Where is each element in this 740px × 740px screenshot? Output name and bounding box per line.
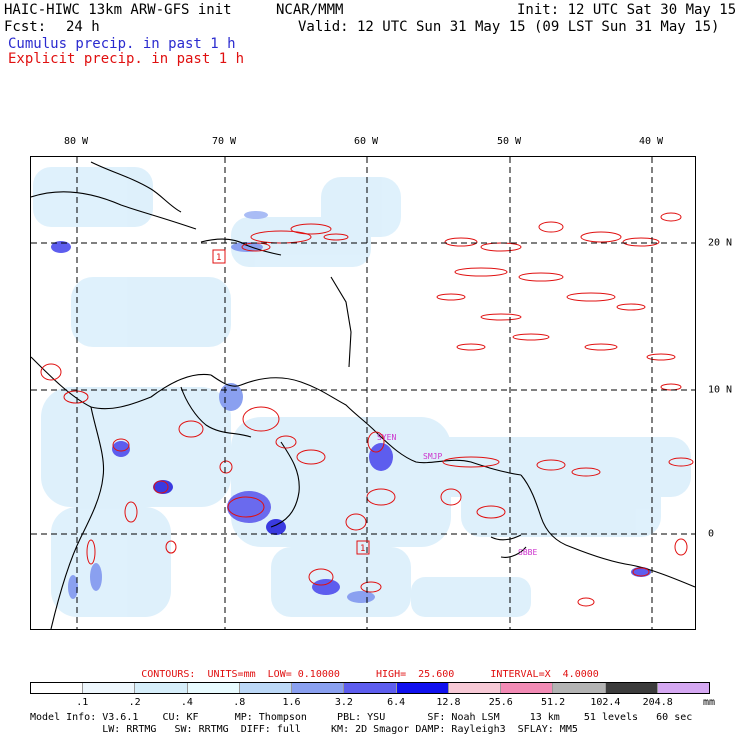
colorbar-swatch bbox=[344, 683, 397, 693]
station-label-smjp: SMJP bbox=[423, 452, 442, 461]
organization-label: NCAR/MMM bbox=[276, 2, 344, 18]
valid-time: Valid: 12 UTC Sun 31 May 15 (09 LST Sun … bbox=[298, 19, 720, 35]
colorbar-tick-label: .1 bbox=[76, 697, 89, 708]
max-marker-boxes: 1 1 bbox=[212, 249, 370, 555]
max-marker-box bbox=[212, 249, 226, 264]
lon-label-50w: 50 W bbox=[496, 136, 522, 147]
explicit-legend: Explicit precip. in past 1 h bbox=[8, 51, 245, 67]
precip-colorbar bbox=[30, 682, 710, 694]
model-info-line2: LW: RRTMG SW: RRTMG DIFF: full KM: 2D Sm… bbox=[30, 724, 578, 735]
graticule bbox=[31, 157, 695, 629]
lon-label-60w: 60 W bbox=[353, 136, 379, 147]
lat-label-20n: 20 N bbox=[708, 237, 733, 249]
colorbar-tick-label: 6.4 bbox=[387, 697, 406, 708]
colorbar-tick-label: 25.6 bbox=[488, 697, 513, 708]
colorbar-swatch bbox=[187, 683, 240, 693]
cumulus-legend: Cumulus precip. in past 1 h bbox=[8, 36, 236, 52]
lon-label-40w: 40 W bbox=[638, 136, 664, 147]
map-panel: 1 1 SYEN SMJP SBBE bbox=[30, 156, 696, 630]
precip-map: 1 1 SYEN SMJP SBBE bbox=[31, 157, 695, 629]
colorbar-tick-label: 1.6 bbox=[282, 697, 301, 708]
max-marker-label: 1 bbox=[360, 544, 365, 554]
colorbar-swatch bbox=[292, 683, 345, 693]
colorbar-swatch bbox=[448, 683, 502, 693]
colorbar-tick-label: 51.2 bbox=[541, 697, 566, 708]
colorbar-tick-label: .4 bbox=[180, 697, 193, 708]
station-label-syen: SYEN bbox=[377, 433, 396, 442]
colorbar-swatch bbox=[31, 683, 84, 693]
colorbar-tick-labels: .1 .2 .4 .8 1.6 3.2 6.4 12.8 25.6 51.2 102.4 204.8 bbox=[30, 697, 710, 709]
lon-label-70w: 70 W bbox=[211, 136, 237, 147]
contour-info: CONTOURS: UNITS=mm LOW= 0.10000 HIGH= 25… bbox=[141, 669, 599, 680]
colorbar-swatch bbox=[605, 683, 658, 693]
colorbar-tick-label: 3.2 bbox=[334, 697, 353, 708]
model-title: HAIC-HIWC 13km ARW-GFS init bbox=[4, 2, 232, 18]
forecast-hour: 24 h bbox=[66, 19, 100, 35]
model-info-line1: Model Info: V3.6.1 CU: KF MP: Thompson P… bbox=[30, 712, 693, 723]
lon-label-80w: 80 W bbox=[63, 136, 89, 147]
colorbar-swatch bbox=[239, 683, 293, 693]
max-marker-box bbox=[356, 540, 370, 555]
explicit-precip-contours bbox=[40, 212, 694, 607]
colorbar-swatch bbox=[657, 683, 710, 693]
max-marker-label: 1 bbox=[216, 253, 221, 263]
colorbar-unit: mm bbox=[703, 697, 716, 708]
colorbar-tick-label: 204.8 bbox=[642, 697, 673, 708]
colorbar-swatch bbox=[396, 683, 449, 693]
station-label-sbbe: SBBE bbox=[518, 548, 537, 557]
lat-label-0: 0 bbox=[708, 528, 715, 540]
colorbar-swatch bbox=[135, 683, 188, 693]
colorbar-tick-label: .2 bbox=[128, 697, 141, 708]
init-time: Init: 12 UTC Sat 30 May 15 bbox=[517, 2, 737, 18]
colorbar-tick-label: .8 bbox=[233, 697, 246, 708]
colorbar-swatch bbox=[553, 683, 606, 693]
colorbar-tick-label: 12.8 bbox=[436, 697, 461, 708]
forecast-label: Fcst: bbox=[4, 19, 47, 35]
colorbar-swatch bbox=[83, 683, 136, 693]
colorbar-tick-label: 102.4 bbox=[590, 697, 621, 708]
station-labels: SYEN SMJP SBBE bbox=[377, 433, 537, 557]
lat-label-10n: 10 N bbox=[708, 384, 733, 396]
colorbar-swatch bbox=[501, 683, 554, 693]
